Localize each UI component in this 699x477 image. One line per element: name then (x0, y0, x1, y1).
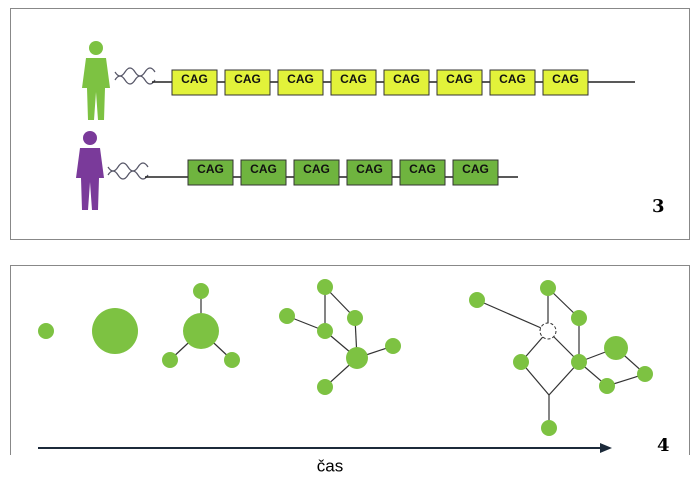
node (540, 280, 556, 296)
repeat-label: CAG (181, 72, 208, 86)
repeat-label: CAG (462, 162, 489, 176)
repeat-label: CAG (393, 72, 420, 86)
page: 3 čas 4 CAG CAG CAG CAG CAG CAG CAG CAG CAG CAG CA… (0, 0, 699, 477)
edge (477, 300, 548, 331)
node (469, 292, 485, 308)
panel-number: 4 (657, 435, 670, 456)
person-green (82, 41, 110, 120)
node (162, 352, 178, 368)
repeat-label: CAG (234, 72, 261, 86)
node (346, 347, 368, 369)
network-growth (38, 279, 653, 436)
repeat-label: CAG (446, 72, 473, 86)
repeat-label: CAG (303, 162, 330, 176)
dna-helix-2 (108, 163, 148, 179)
node (571, 354, 587, 370)
node (347, 310, 363, 326)
node (637, 366, 653, 382)
removed-node (540, 323, 556, 339)
node (193, 283, 209, 299)
node (92, 308, 138, 354)
node (317, 279, 333, 295)
repeat-label: CAG (197, 162, 224, 176)
person-purple (76, 131, 104, 210)
repeat-label: CAG (499, 72, 526, 86)
repeat-label: CAG (552, 72, 579, 86)
node (541, 420, 557, 436)
node (513, 354, 529, 370)
time-label: čas (317, 456, 343, 475)
node (571, 310, 587, 326)
repeat-label: CAG (409, 162, 436, 176)
node (604, 336, 628, 360)
repeat-label: CAG (287, 72, 314, 86)
node (317, 323, 333, 339)
panel-3-frame (11, 9, 690, 240)
node (224, 352, 240, 368)
repeat-label: CAG (340, 72, 367, 86)
node (183, 313, 219, 349)
dna-helix-1 (115, 68, 155, 84)
node (385, 338, 401, 354)
node (279, 308, 295, 324)
node (599, 378, 615, 394)
repeat-label: CAG (356, 162, 383, 176)
node (38, 323, 54, 339)
node (317, 379, 333, 395)
repeat-label: CAG (250, 162, 277, 176)
panel-number: 3 (652, 196, 665, 217)
time-arrow-head (600, 443, 612, 453)
